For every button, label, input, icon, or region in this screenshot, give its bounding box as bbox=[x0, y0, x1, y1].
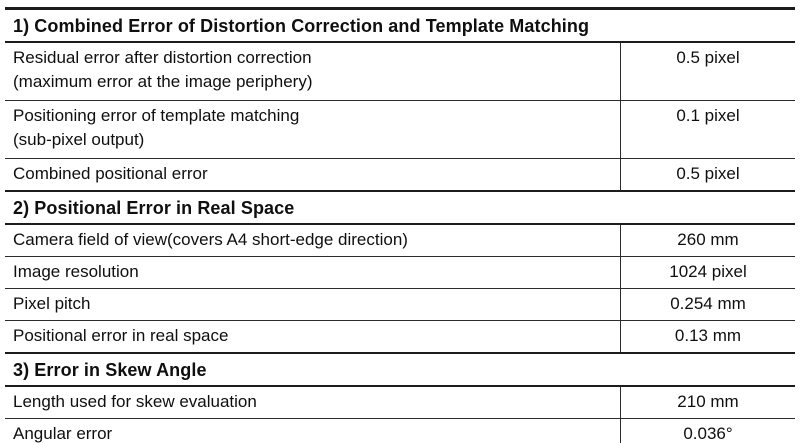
error-budget-table: 1) Combined Error of Distortion Correcti… bbox=[5, 7, 795, 443]
row-label: Length used for skew evaluation bbox=[13, 392, 257, 411]
row-value: 0.13 mm bbox=[620, 321, 795, 352]
row-value: 210 mm bbox=[620, 387, 795, 418]
row-value: 0.5 pixel bbox=[620, 159, 795, 190]
row-label-line2: (sub-pixel output) bbox=[13, 130, 145, 149]
row-label: Camera field of view(covers A4 short-edg… bbox=[13, 230, 408, 249]
row-label-line2: (maximum error at the image periphery) bbox=[13, 72, 313, 91]
row-value: 260 mm bbox=[620, 225, 795, 256]
row-label: Image resolution bbox=[13, 262, 139, 281]
row-label-line1: Residual error after distortion correcti… bbox=[13, 48, 312, 67]
row-label: Residual error after distortion correcti… bbox=[5, 43, 620, 100]
table-row: Residual error after distortion correcti… bbox=[5, 43, 795, 101]
row-value: 0.036° bbox=[620, 419, 795, 443]
row-value: 0.5 pixel bbox=[620, 43, 795, 100]
table-row: Combined positional error 0.5 pixel bbox=[5, 159, 795, 192]
row-label: Pixel pitch bbox=[13, 294, 91, 313]
section-2-header: 2) Positional Error in Real Space bbox=[5, 192, 795, 225]
row-label: Positional error in real space bbox=[13, 326, 229, 345]
row-label: Angular error bbox=[13, 424, 113, 443]
row-label: Combined positional error bbox=[13, 164, 208, 183]
row-label-line1: Positioning error of template matching bbox=[13, 106, 300, 125]
row-value: 1024 pixel bbox=[620, 257, 795, 288]
section-1-header: 1) Combined Error of Distortion Correcti… bbox=[5, 10, 795, 43]
table-row: Camera field of view(covers A4 short-edg… bbox=[5, 225, 795, 257]
table-row: Image resolution 1024 pixel bbox=[5, 257, 795, 289]
table-row: Length used for skew evaluation 210 mm bbox=[5, 387, 795, 419]
table-row: Angular error 0.036° bbox=[5, 419, 795, 443]
row-value: 0.1 pixel bbox=[620, 101, 795, 158]
table-row: Pixel pitch 0.254 mm bbox=[5, 289, 795, 321]
row-label: Positioning error of template matching (… bbox=[5, 101, 620, 158]
table-row: Positional error in real space 0.13 mm bbox=[5, 321, 795, 354]
table-row: Positioning error of template matching (… bbox=[5, 101, 795, 159]
section-3-header: 3) Error in Skew Angle bbox=[5, 354, 795, 387]
row-value: 0.254 mm bbox=[620, 289, 795, 320]
